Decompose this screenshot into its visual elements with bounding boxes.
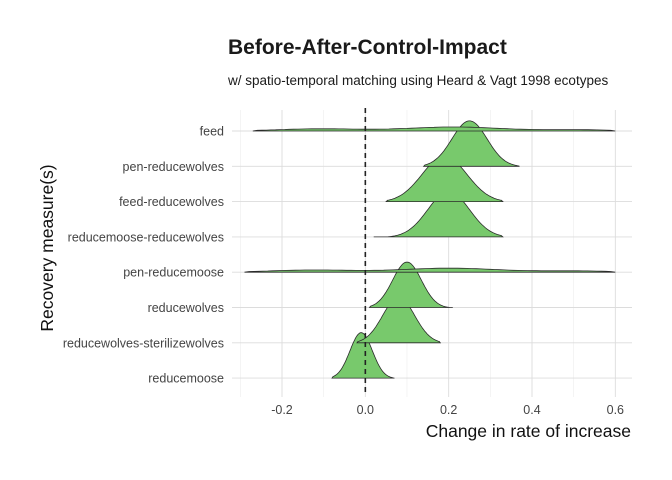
y-tick-label-6: reducewolves-sterilizewolves	[63, 336, 224, 350]
ridge-reducewolves	[368, 261, 453, 308]
y-axis-label: Recovery measure(s)	[37, 164, 57, 331]
x-tick-label-0: -0.2	[271, 403, 293, 417]
chart-title: Before-After-Control-Impact	[228, 36, 507, 59]
ridge-reducemoose	[331, 332, 395, 379]
y-tick-label-1: pen-reducewolves	[123, 160, 224, 174]
x-tick-label-1: 0.0	[357, 403, 374, 417]
y-tick-label-2: feed-reducewolves	[119, 195, 224, 209]
grid-lines	[232, 110, 632, 397]
y-tick-label-3: reducemoose-reducewolves	[68, 230, 224, 244]
density-ridges	[244, 120, 616, 379]
chart-subtitle: w/ spatio-temporal matching using Heard …	[228, 73, 609, 88]
y-tick-label-7: reducemoose	[148, 372, 224, 386]
x-axis-label: Change in rate of increase	[426, 421, 631, 441]
x-tick-labels: -0.2 0.0 0.2 0.4 0.6	[271, 403, 624, 417]
ridge-feed	[252, 126, 616, 132]
y-tick-label-0: feed	[200, 125, 224, 139]
x-tick-label-4: 0.6	[607, 403, 624, 417]
x-tick-label-3: 0.4	[523, 403, 540, 417]
y-tick-label-4: pen-reducemoose	[123, 266, 224, 280]
y-tick-label-5: reducewolves	[148, 301, 224, 315]
ridge-pen-reducemoose	[244, 267, 616, 273]
ridge-pen-reducewolves	[422, 120, 520, 167]
x-tick-label-2: 0.2	[440, 403, 457, 417]
y-tick-labels: feed pen-reducewolves feed-reducewolves red…	[63, 125, 224, 386]
